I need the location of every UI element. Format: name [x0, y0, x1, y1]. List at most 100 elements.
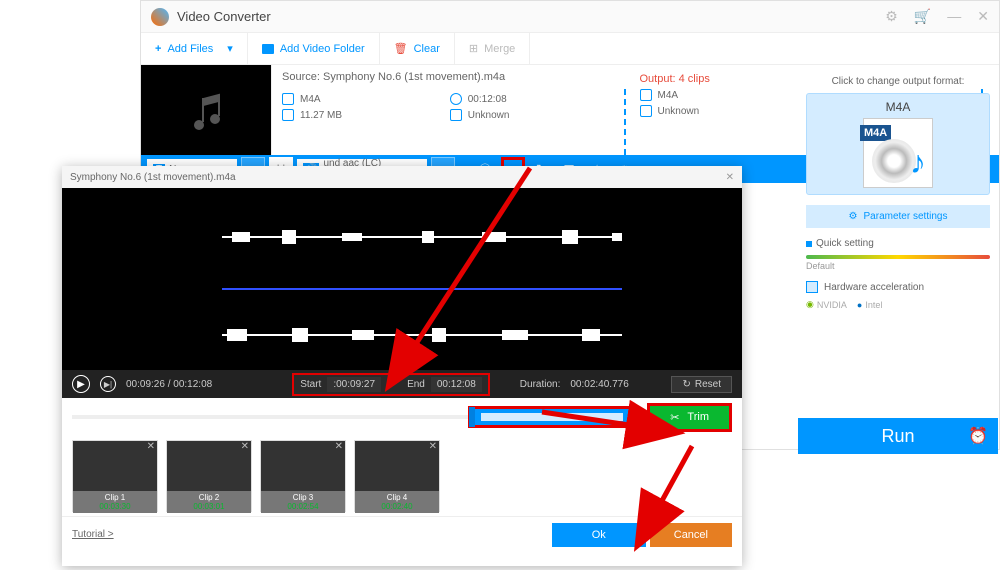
clip-item[interactable]: ✕ Clip 4 00:02:40 — [354, 440, 440, 512]
playback-bar: ▶ ▶| 00:09:26 / 00:12:08 Start :00:09:27… — [62, 370, 742, 398]
app-logo-icon — [151, 8, 169, 26]
trim-filename: Symphony No.6 (1st movement).m4a — [70, 172, 236, 183]
format-selector[interactable]: M4A M4A ♪ — [806, 93, 990, 195]
seek-row: ✂ Trim — [62, 398, 742, 436]
out-loc-icon — [640, 105, 652, 117]
run-button[interactable]: Run ⏰ — [798, 418, 998, 454]
clip-name: Clip 2 — [167, 493, 251, 502]
add-files-label: Add Files — [167, 43, 213, 55]
clip-duration: 00:02:40 — [355, 502, 439, 511]
source-duration: 00:12:08 — [468, 94, 507, 105]
clip-item[interactable]: ✕ Clip 2 00:03:01 — [166, 440, 252, 512]
source-format: M4A — [300, 94, 321, 105]
music-note-icon — [188, 90, 224, 130]
waveform-area[interactable]: ▶ ▶| 00:09:26 / 00:12:08 Start :00:09:27… — [62, 188, 742, 398]
duration-label: Duration: — [520, 379, 561, 390]
hw-label: Hardware acceleration — [824, 282, 924, 293]
end-time-field[interactable]: 00:12:08 — [431, 377, 482, 392]
out-format-icon — [640, 89, 652, 101]
change-format-label: Click to change output format: — [806, 76, 990, 87]
clips-row: ✕ Clip 1 00:03:30✕ Clip 2 00:03:01✕ Clip… — [62, 436, 742, 516]
gift-icon[interactable]: ⚙ — [885, 8, 898, 25]
tutorial-link[interactable]: Tutorial > — [72, 529, 114, 540]
start-label: Start — [300, 379, 321, 390]
parameter-settings-button[interactable]: ⚙ Parameter settings — [806, 205, 990, 228]
thumbnail — [141, 65, 271, 155]
add-folder-button[interactable]: Add Video Folder — [248, 33, 380, 64]
source-label: Source: — [282, 71, 320, 83]
trim-close-icon[interactable]: ✕ — [726, 172, 734, 183]
clip-name: Clip 1 — [73, 493, 157, 502]
folder-icon — [262, 44, 274, 54]
dialog-footer: Tutorial > Ok Cancel — [62, 516, 742, 552]
app-title: Video Converter — [177, 9, 271, 24]
titlebar: Video Converter ⚙ 🛒 — ✕ — [141, 1, 999, 33]
alarm-icon[interactable]: ⏰ — [968, 426, 988, 446]
ok-button[interactable]: Ok — [552, 523, 646, 547]
clear-label: Clear — [414, 43, 440, 55]
total-time: 00:12:08 — [173, 379, 212, 390]
step-button[interactable]: ▶| — [100, 376, 116, 392]
clock-icon — [450, 93, 462, 105]
clip-name: Clip 4 — [355, 493, 439, 502]
quality-slider[interactable] — [806, 255, 990, 259]
res-icon — [450, 109, 462, 121]
clip-thumb — [73, 441, 157, 491]
merge-button: ⊞ Merge — [455, 33, 530, 64]
format-icon — [282, 93, 294, 105]
default-label: Default — [806, 261, 990, 271]
size-icon — [282, 109, 294, 121]
trim-button[interactable]: ✂ Trim — [647, 403, 732, 432]
merge-label: Merge — [484, 43, 515, 55]
m4a-badge: M4A — [860, 125, 891, 141]
clip-thumb — [355, 441, 439, 491]
scissors-icon: ✂ — [670, 411, 679, 424]
clear-button[interactable]: 🗑 Clear — [380, 33, 455, 64]
duration-value: 00:02:40.776 — [570, 379, 628, 390]
divider — [624, 89, 626, 165]
intel-badge: ●Intel — [857, 299, 882, 310]
trim-dialog: Symphony No.6 (1st movement).m4a ✕ ▶ ▶| — [62, 166, 742, 566]
clip-item[interactable]: ✕ Clip 3 00:02:54 — [260, 440, 346, 512]
note-icon: ♪ — [910, 144, 926, 181]
clip-remove-icon[interactable]: ✕ — [241, 441, 249, 452]
add-folder-label: Add Video Folder — [280, 43, 365, 55]
add-files-button[interactable]: + Add Files ▾ — [141, 33, 248, 64]
clip-thumb — [167, 441, 251, 491]
clip-remove-icon[interactable]: ✕ — [147, 441, 155, 452]
hw-checkbox[interactable] — [806, 281, 818, 293]
cart-icon[interactable]: 🛒 — [914, 8, 931, 25]
seek-track[interactable] — [72, 415, 637, 419]
cancel-button[interactable]: Cancel — [650, 523, 732, 547]
output-label: Output: 4 clips — [640, 73, 800, 85]
end-label: End — [407, 379, 425, 390]
run-label: Run — [881, 426, 914, 447]
clip-remove-icon[interactable]: ✕ — [429, 441, 437, 452]
nvidia-badge: ◉NVIDIA — [806, 299, 847, 310]
clip-duration: 00:03:01 — [167, 502, 251, 511]
sliders-icon: ⚙ — [849, 211, 858, 222]
plus-icon: + — [155, 43, 161, 55]
start-time-field[interactable]: :00:09:27 — [327, 377, 381, 392]
merge-icon: ⊞ — [469, 42, 478, 55]
clip-item[interactable]: ✕ Clip 1 00:03:30 — [72, 440, 158, 512]
source-filename: Symphony No.6 (1st movement).m4a — [323, 71, 505, 83]
minimize-icon[interactable]: — — [947, 8, 961, 25]
chevron-down-icon: ▾ — [227, 42, 233, 55]
clip-thumb — [261, 441, 345, 491]
clip-duration: 00:02:54 — [261, 502, 345, 511]
format-icon: M4A ♪ — [863, 118, 933, 188]
trim-btn-label: Trim — [687, 411, 709, 423]
output-format: M4A — [658, 90, 679, 101]
start-end-group: Start :00:09:27 End 00:12:08 — [292, 373, 490, 396]
output-sidebar: Click to change output format: M4A M4A ♪… — [798, 68, 998, 318]
source-size: 11.27 MB — [300, 110, 342, 121]
trash-icon: 🗑 — [394, 42, 408, 55]
output-location: Unknown — [658, 106, 700, 117]
close-icon[interactable]: ✕ — [977, 8, 989, 25]
clip-remove-icon[interactable]: ✕ — [335, 441, 343, 452]
quick-setting-label: Quick setting — [806, 238, 990, 249]
reset-button[interactable]: ↻Reset — [671, 376, 732, 393]
trim-segment[interactable] — [468, 406, 636, 428]
play-button[interactable]: ▶ — [72, 375, 90, 393]
